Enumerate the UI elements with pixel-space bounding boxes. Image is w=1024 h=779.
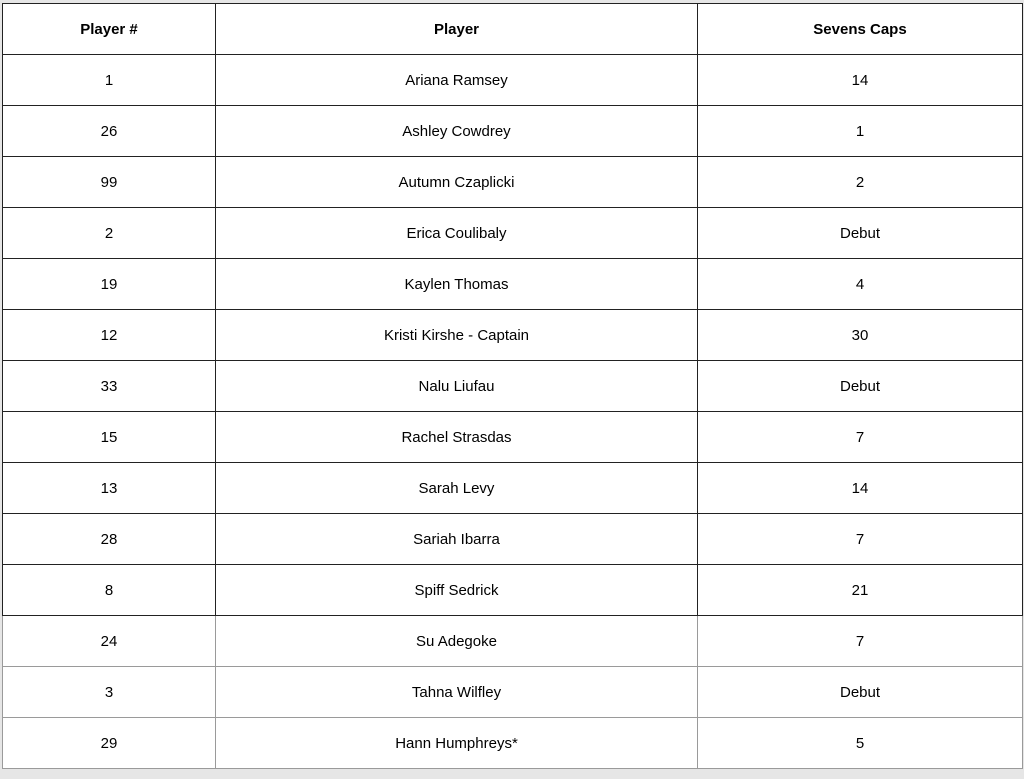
player-name-cell: Kristi Kirshe - Captain (215, 309, 698, 361)
player-number-cell: 12 (2, 309, 216, 361)
table-row: 3 Tahna Wilfley Debut (2, 666, 1023, 718)
player-number-cell: 28 (2, 513, 216, 565)
player-number-cell: 19 (2, 258, 216, 310)
player-name-cell: Sarah Levy (215, 462, 698, 514)
sevens-caps-cell: 7 (697, 615, 1023, 667)
player-number-cell: 15 (2, 411, 216, 463)
table-row: 13 Sarah Levy 14 (2, 462, 1023, 514)
player-name-cell: Su Adegoke (215, 615, 698, 667)
player-number-cell: 26 (2, 105, 216, 157)
sevens-caps-cell: Debut (697, 666, 1023, 718)
table-row: 29 Hann Humphreys* 5 (2, 717, 1023, 769)
player-number-cell: 99 (2, 156, 216, 208)
sevens-caps-cell: 14 (697, 54, 1023, 106)
player-name-cell: Tahna Wilfley (215, 666, 698, 718)
player-number-cell: 2 (2, 207, 216, 259)
table-row: 15 Rachel Strasdas 7 (2, 411, 1023, 463)
player-number-cell: 13 (2, 462, 216, 514)
sevens-caps-cell: Debut (697, 207, 1023, 259)
sevens-caps-cell: 4 (697, 258, 1023, 310)
player-name-cell: Autumn Czaplicki (215, 156, 698, 208)
header-player-number: Player # (2, 3, 216, 55)
sevens-caps-cell: 5 (697, 717, 1023, 769)
player-number-cell: 8 (2, 564, 216, 616)
header-player: Player (215, 3, 698, 55)
header-row: Player # Player Sevens Caps (2, 3, 1023, 55)
player-number-cell: 1 (2, 54, 216, 106)
sevens-caps-cell: 1 (697, 105, 1023, 157)
sevens-caps-cell: 21 (697, 564, 1023, 616)
sevens-caps-cell: Debut (697, 360, 1023, 412)
player-number-cell: 3 (2, 666, 216, 718)
sevens-caps-cell: 2 (697, 156, 1023, 208)
player-name-cell: Erica Coulibaly (215, 207, 698, 259)
table-row: 8 Spiff Sedrick 21 (2, 564, 1023, 616)
player-name-cell: Rachel Strasdas (215, 411, 698, 463)
player-name-cell: Nalu Liufau (215, 360, 698, 412)
sevens-caps-cell: 7 (697, 411, 1023, 463)
player-name-cell: Kaylen Thomas (215, 258, 698, 310)
player-name-cell: Ashley Cowdrey (215, 105, 698, 157)
player-name-cell: Spiff Sedrick (215, 564, 698, 616)
sevens-caps-cell: 30 (697, 309, 1023, 361)
table-row: 2 Erica Coulibaly Debut (2, 207, 1023, 259)
table-row: 1 Ariana Ramsey 14 (2, 54, 1023, 106)
table-row: 19 Kaylen Thomas 4 (2, 258, 1023, 310)
roster-table: Player # Player Sevens Caps 1 Ariana Rams… (2, 3, 1023, 769)
table-row: 33 Nalu Liufau Debut (2, 360, 1023, 412)
player-name-cell: Ariana Ramsey (215, 54, 698, 106)
player-number-cell: 29 (2, 717, 216, 769)
header-sevens-caps: Sevens Caps (697, 3, 1023, 55)
player-number-cell: 33 (2, 360, 216, 412)
table-row: 24 Su Adegoke 7 (2, 615, 1023, 667)
player-name-cell: Sariah Ibarra (215, 513, 698, 565)
table-row: 28 Sariah Ibarra 7 (2, 513, 1023, 565)
player-number-cell: 24 (2, 615, 216, 667)
sevens-caps-cell: 14 (697, 462, 1023, 514)
table-row: 99 Autumn Czaplicki 2 (2, 156, 1023, 208)
player-name-cell: Hann Humphreys* (215, 717, 698, 769)
sevens-caps-cell: 7 (697, 513, 1023, 565)
table-row: 26 Ashley Cowdrey 1 (2, 105, 1023, 157)
table-row: 12 Kristi Kirshe - Captain 30 (2, 309, 1023, 361)
